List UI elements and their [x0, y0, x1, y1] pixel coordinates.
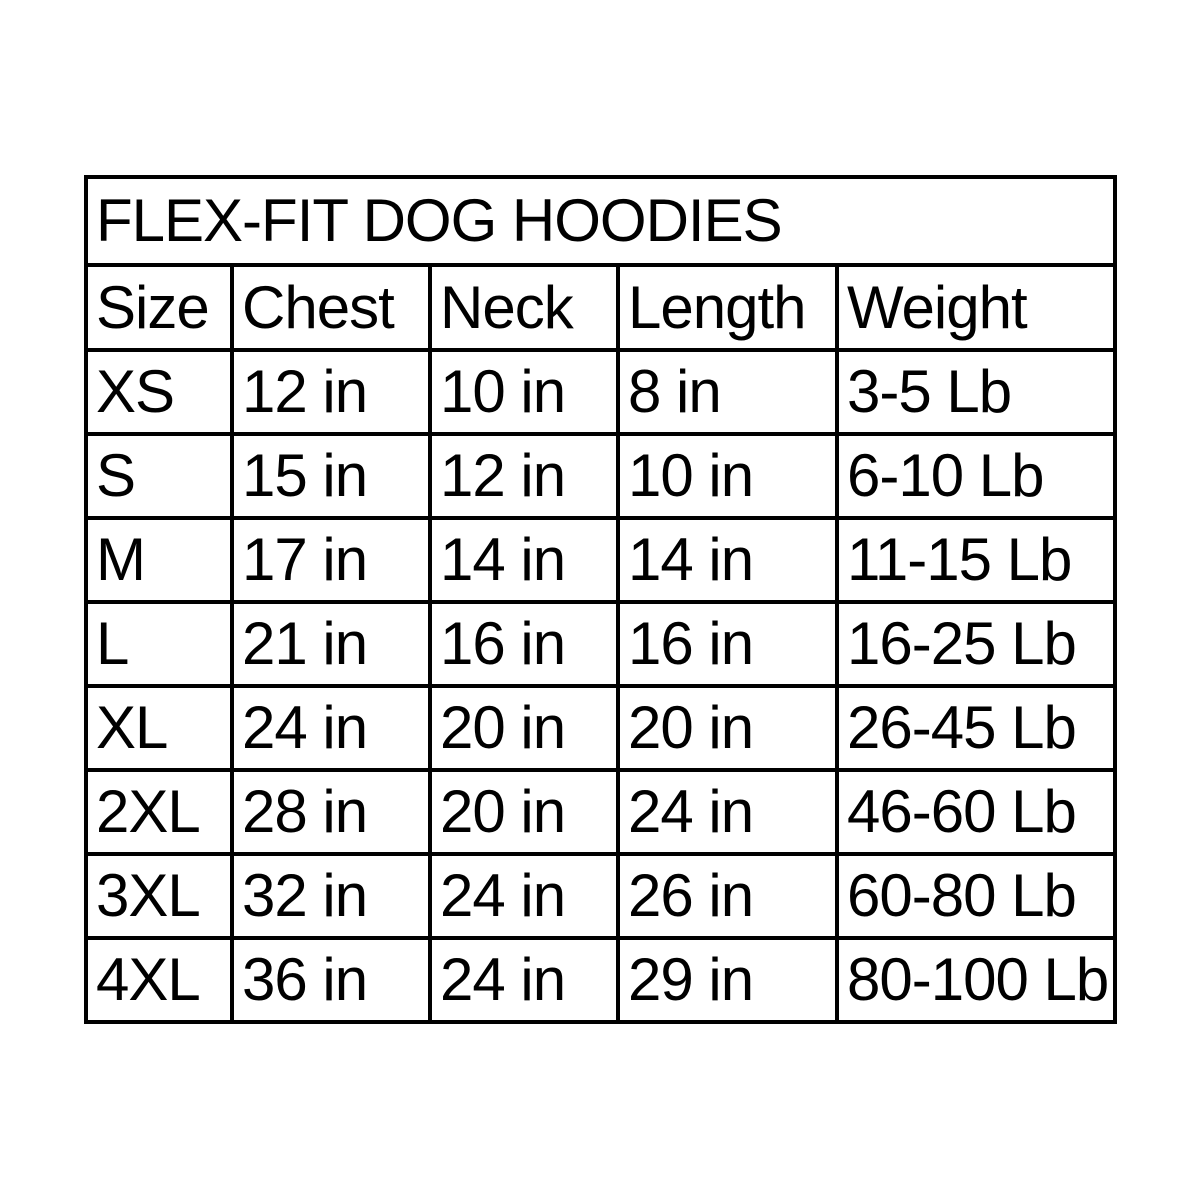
size-chart-table: FLEX-FIT DOG HOODIES Size Chest Neck Len… — [84, 175, 1117, 1024]
column-header-size: Size — [84, 263, 234, 352]
table-cell-neck: 24 in — [428, 936, 620, 1024]
table-cell-size: L — [84, 600, 234, 688]
table-cell-neck: 14 in — [428, 516, 620, 604]
table-row: 4XL 36 in 24 in 29 in 80-100 Lb — [84, 936, 1117, 1024]
table-header-row: Size Chest Neck Length Weight — [84, 263, 1117, 352]
table-title-row: FLEX-FIT DOG HOODIES — [84, 175, 1117, 267]
table-row: L 21 in 16 in 16 in 16-25 Lb — [84, 600, 1117, 688]
table-cell-neck: 12 in — [428, 432, 620, 520]
table-cell-chest: 36 in — [230, 936, 432, 1024]
table-row: 3XL 32 in 24 in 26 in 60-80 Lb — [84, 852, 1117, 940]
table-row: 2XL 28 in 20 in 24 in 46-60 Lb — [84, 768, 1117, 856]
column-header-length: Length — [616, 263, 839, 352]
table-cell-size: 4XL — [84, 936, 234, 1024]
size-chart: FLEX-FIT DOG HOODIES Size Chest Neck Len… — [84, 175, 1117, 1024]
column-header-chest: Chest — [230, 263, 432, 352]
table-cell-chest: 24 in — [230, 684, 432, 772]
table-cell-size: XL — [84, 684, 234, 772]
table-row: M 17 in 14 in 14 in 11-15 Lb — [84, 516, 1117, 604]
table-cell-size: M — [84, 516, 234, 604]
table-cell-length: 20 in — [616, 684, 839, 772]
table-cell-chest: 15 in — [230, 432, 432, 520]
table-cell-neck: 16 in — [428, 600, 620, 688]
table-cell-chest: 28 in — [230, 768, 432, 856]
table-cell-size: 3XL — [84, 852, 234, 940]
table-title: FLEX-FIT DOG HOODIES — [84, 175, 1117, 267]
column-header-neck: Neck — [428, 263, 620, 352]
table-cell-weight: 60-80 Lb — [835, 852, 1117, 940]
table-cell-weight: 11-15 Lb — [835, 516, 1117, 604]
table-cell-size: 2XL — [84, 768, 234, 856]
table-cell-length: 26 in — [616, 852, 839, 940]
table-cell-length: 29 in — [616, 936, 839, 1024]
table-cell-neck: 24 in — [428, 852, 620, 940]
table-cell-length: 16 in — [616, 600, 839, 688]
table-cell-weight: 3-5 Lb — [835, 348, 1117, 436]
table-cell-neck: 20 in — [428, 684, 620, 772]
table-cell-size: XS — [84, 348, 234, 436]
table-row: S 15 in 12 in 10 in 6-10 Lb — [84, 432, 1117, 520]
table-cell-length: 14 in — [616, 516, 839, 604]
table-cell-weight: 26-45 Lb — [835, 684, 1117, 772]
table-cell-length: 10 in — [616, 432, 839, 520]
table-cell-neck: 20 in — [428, 768, 620, 856]
table-cell-chest: 32 in — [230, 852, 432, 940]
table-cell-neck: 10 in — [428, 348, 620, 436]
table-row: XS 12 in 10 in 8 in 3-5 Lb — [84, 348, 1117, 436]
table-cell-chest: 17 in — [230, 516, 432, 604]
table-cell-weight: 6-10 Lb — [835, 432, 1117, 520]
table-row: XL 24 in 20 in 20 in 26-45 Lb — [84, 684, 1117, 772]
table-cell-size: S — [84, 432, 234, 520]
table-cell-length: 8 in — [616, 348, 839, 436]
table-cell-chest: 12 in — [230, 348, 432, 436]
table-cell-chest: 21 in — [230, 600, 432, 688]
column-header-weight: Weight — [835, 263, 1117, 352]
table-cell-weight: 16-25 Lb — [835, 600, 1117, 688]
table-cell-weight: 80-100 Lb — [835, 936, 1117, 1024]
table-cell-weight: 46-60 Lb — [835, 768, 1117, 856]
table-cell-length: 24 in — [616, 768, 839, 856]
